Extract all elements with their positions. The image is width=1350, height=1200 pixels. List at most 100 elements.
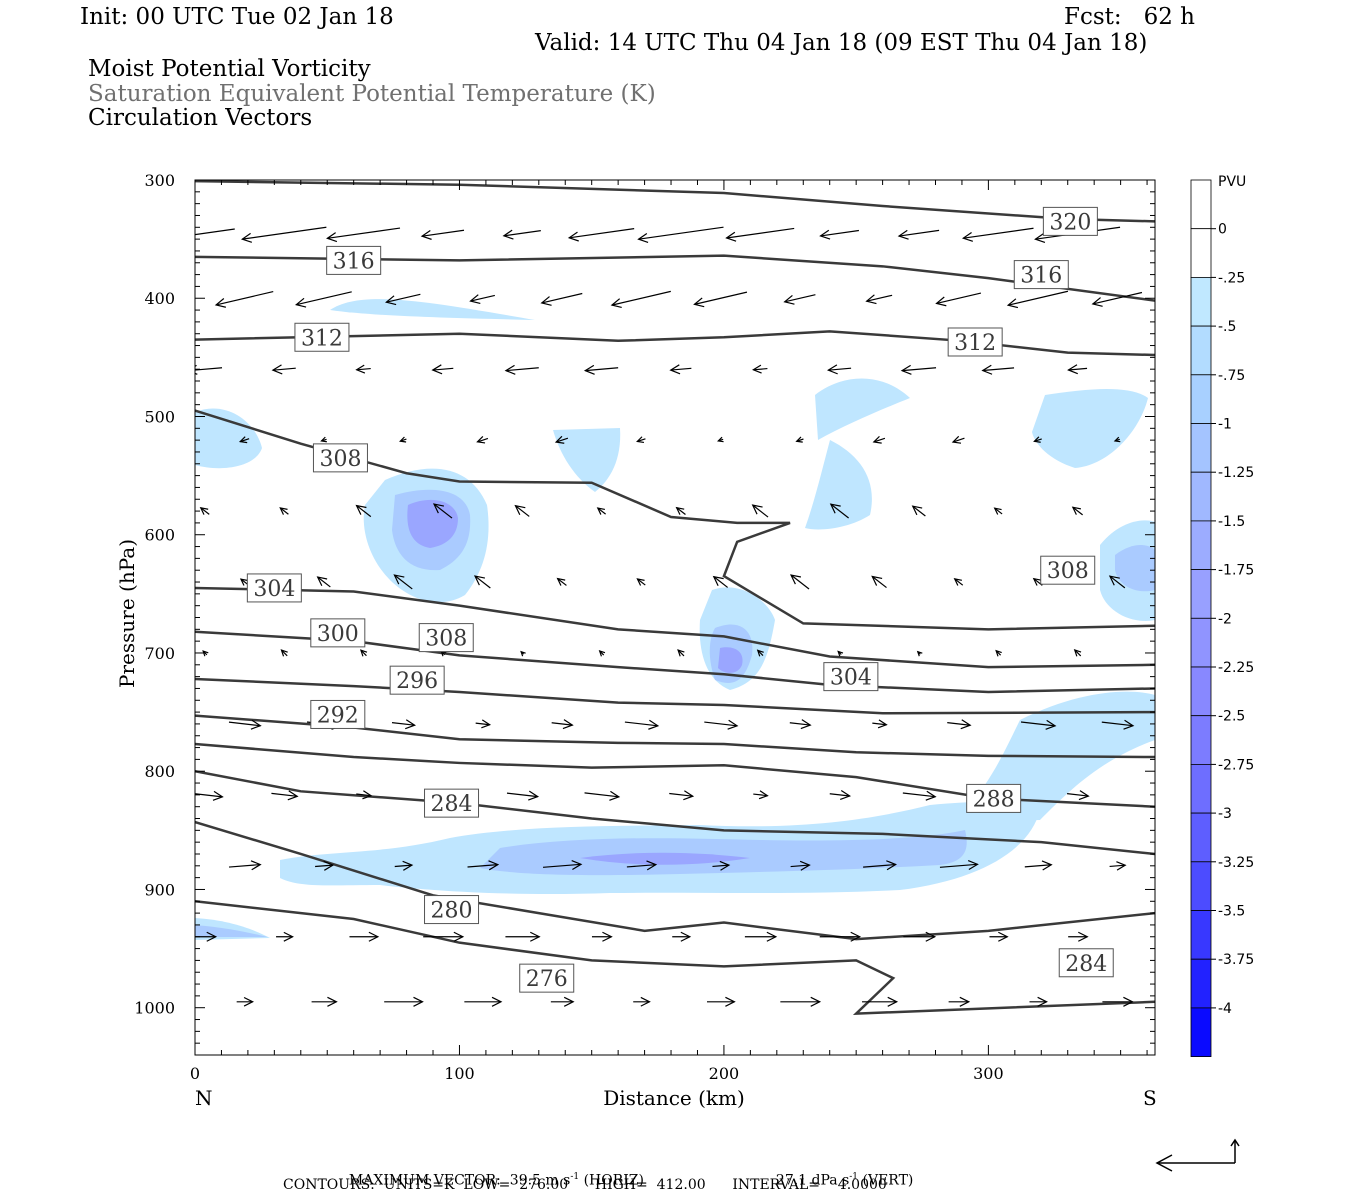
reference-vector-icon (1155, 1138, 1240, 1172)
colorbar: PVU 0 -.25 -.5 -.75 -1 -1.25 -1.5 -1.75 -2 -2.25 -2… (1190, 174, 1254, 1058)
contour-label: 312 (954, 331, 996, 356)
vector-arrow (199, 506, 210, 515)
vector-arrow (865, 294, 893, 305)
vector-arrow (240, 226, 327, 243)
y-tick-label: 300 (144, 171, 175, 190)
vector-arrow (315, 860, 335, 871)
vector-arrow (1033, 436, 1042, 443)
colorbar-swatch (1190, 764, 1212, 814)
vector-arrow (637, 226, 724, 243)
contour-label-box (823, 662, 879, 692)
colorbar-level: 0 (1218, 222, 1227, 238)
contour-label-box (418, 623, 474, 653)
vector-arrow (636, 436, 646, 444)
vector-arrow (473, 575, 491, 589)
vector-arrow (214, 290, 274, 308)
vector-arrow (238, 436, 250, 444)
contour-label: 288 (973, 787, 1015, 812)
vector-arrow (591, 931, 613, 942)
plot-frame (194, 179, 1156, 1056)
vector-arrow (556, 577, 567, 586)
contour-label-box (1042, 206, 1098, 236)
contour-label-box (1058, 948, 1114, 978)
contour-label-box (246, 573, 302, 603)
vector-arrow (1108, 575, 1126, 589)
contour-label-box (966, 783, 1022, 813)
vector-arrow (677, 649, 685, 657)
y-tick-label: 800 (144, 762, 175, 781)
vector-arrow (837, 650, 844, 657)
vector-arrow (753, 790, 769, 800)
vector-arrow (391, 719, 417, 730)
vector-arrow (902, 790, 937, 801)
vector-arrow (672, 931, 692, 942)
vector-arrow (872, 435, 886, 444)
vector-arrow (961, 227, 1034, 242)
vector-arrow (469, 294, 495, 305)
vector-arrow (514, 504, 530, 517)
vector-arrow (989, 931, 1009, 942)
y-tick-label: 400 (144, 289, 175, 308)
vector-arrow (1071, 506, 1083, 516)
vector-arrow (751, 504, 769, 518)
vector-arrow (384, 996, 424, 1007)
vector-arrow (279, 507, 289, 515)
contour-296 (195, 677, 1155, 715)
contour-label-box (947, 327, 1003, 357)
colorbar-swatch (1190, 715, 1212, 765)
contour-label: 284 (1065, 952, 1107, 977)
x-end-label-left: N (195, 1086, 213, 1110)
vector-arrow (624, 719, 660, 730)
colorbar-level: -3.75 (1218, 952, 1254, 968)
vector-arrow (476, 436, 489, 444)
vector-arrow (872, 719, 888, 729)
vector-arrow (349, 931, 380, 942)
vector-arrow (789, 574, 810, 590)
vector-arrow (951, 435, 965, 444)
x-tick-label: 200 (709, 1064, 740, 1083)
vector-arrow (953, 578, 964, 586)
vector-arrow (385, 293, 421, 306)
vector-arrow (394, 860, 414, 871)
vector-arrow (236, 996, 255, 1007)
colorbar-swatch (1190, 812, 1212, 863)
vector-arrow (502, 229, 541, 240)
colorbar-level: -2.75 (1218, 757, 1254, 773)
max-horiz-exp: -1 (570, 1172, 580, 1182)
vector-arrow (567, 228, 635, 242)
y-tick-label: 700 (144, 644, 175, 663)
vector-arrow (712, 860, 731, 871)
contour-info: CONTOURS: UNITS=K LOW= 276.00 HIGH= 412.… (283, 1177, 887, 1193)
vector-arrow (995, 649, 1002, 657)
vector-arrow (550, 996, 575, 1007)
field-label-vectors: Circulation Vectors (88, 105, 313, 131)
valid-time: Valid: 14 UTC Thu 04 Jan 18 (09 EST Thu … (535, 30, 1148, 56)
contour-label: 276 (526, 967, 568, 992)
vector-arrow (795, 436, 804, 443)
vector-arrow (195, 228, 235, 236)
vector-arrow (610, 290, 671, 309)
contour-label-box (519, 963, 575, 993)
vector-arrow (1109, 861, 1127, 871)
vector-arrow (819, 931, 862, 942)
contour-280 (195, 820, 1155, 941)
colorbar-level: -4 (1218, 1001, 1232, 1017)
contour-label: 300 (317, 622, 359, 647)
y-tick-label: 1000 (134, 999, 175, 1018)
axes: 0 100 200 300 300 400 500 600 700 800 900 1000 Dista… (115, 171, 1157, 1110)
vector-arrow (1073, 649, 1082, 657)
vector-arrow (195, 364, 223, 375)
contour-labels: 320 316 316 312 312 308 308 308 304 304 300 296 292 2… (246, 206, 1114, 993)
vector-arrow (744, 931, 778, 942)
colorbar-swatch (1190, 569, 1212, 619)
y-tick-label: 900 (144, 880, 175, 899)
contour-320 (195, 180, 1155, 223)
contour-label-box (424, 895, 480, 925)
vector-arrow (626, 860, 658, 871)
vector-arrow (789, 719, 812, 730)
vector-arrow (911, 505, 926, 517)
contour-292 (195, 714, 1155, 759)
colorbar-level: -.75 (1218, 368, 1245, 384)
vector-arrow (505, 931, 541, 942)
